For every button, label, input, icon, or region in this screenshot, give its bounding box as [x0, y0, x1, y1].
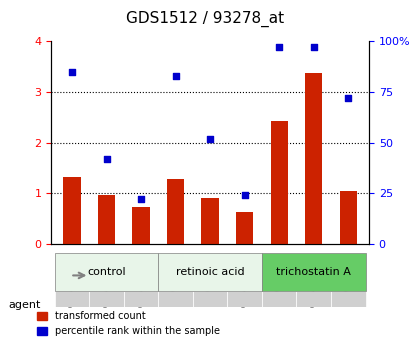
FancyBboxPatch shape: [158, 253, 261, 291]
FancyBboxPatch shape: [296, 291, 330, 310]
FancyBboxPatch shape: [261, 291, 296, 310]
Bar: [236, 213, 253, 244]
Text: GDS1512 / 93278_at: GDS1512 / 93278_at: [126, 10, 283, 27]
FancyBboxPatch shape: [54, 253, 158, 291]
Bar: [201, 198, 218, 244]
Point: [241, 193, 247, 198]
Point: [69, 69, 75, 75]
Bar: [98, 195, 115, 244]
FancyBboxPatch shape: [227, 291, 261, 310]
Point: [103, 156, 110, 161]
FancyBboxPatch shape: [330, 291, 365, 310]
Point: [310, 45, 316, 50]
Text: trichostatin A: trichostatin A: [276, 267, 351, 277]
Text: control: control: [87, 267, 126, 277]
FancyBboxPatch shape: [89, 291, 124, 310]
FancyBboxPatch shape: [158, 291, 192, 310]
FancyBboxPatch shape: [192, 291, 227, 310]
Bar: [270, 121, 287, 244]
Legend: transformed count, percentile rank within the sample: transformed count, percentile rank withi…: [34, 307, 223, 340]
Point: [137, 197, 144, 202]
Bar: [166, 179, 184, 244]
Bar: [132, 207, 149, 244]
Bar: [304, 73, 321, 244]
Point: [207, 136, 213, 141]
Text: agent: agent: [8, 300, 40, 310]
Bar: [63, 177, 81, 244]
FancyBboxPatch shape: [261, 253, 365, 291]
FancyBboxPatch shape: [54, 291, 89, 310]
Point: [275, 45, 282, 50]
Bar: [339, 191, 356, 244]
Point: [172, 73, 178, 79]
FancyBboxPatch shape: [124, 291, 158, 310]
Text: retinoic acid: retinoic acid: [175, 267, 244, 277]
Point: [344, 95, 351, 101]
